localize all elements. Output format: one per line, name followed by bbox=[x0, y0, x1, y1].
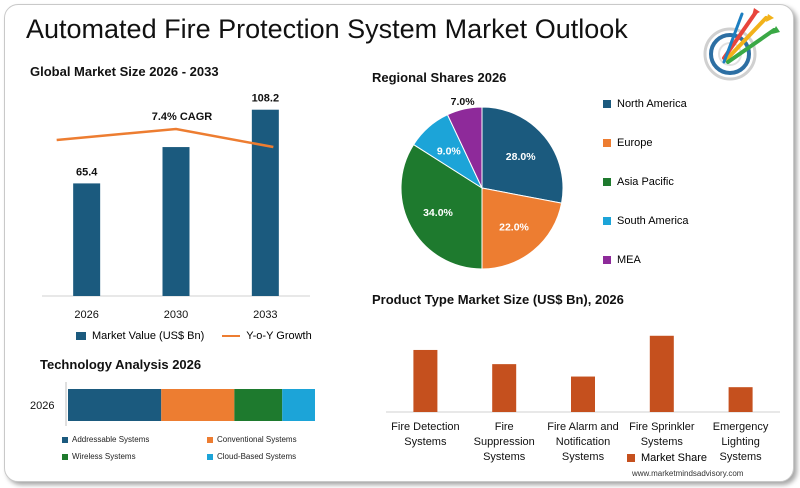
tick-label-line: Emergency bbox=[713, 421, 769, 433]
tick-label-fire-detection-systems: Fire Detection Systems bbox=[391, 421, 459, 448]
tick-label-line: Systems bbox=[562, 451, 605, 463]
legend-item-europe: Europe bbox=[603, 137, 652, 149]
category-label-2026: 2026 bbox=[30, 400, 54, 412]
segment-addressable-systems bbox=[68, 389, 162, 421]
bar-fire-suppression-systems bbox=[492, 364, 517, 412]
brand-logo bbox=[703, 8, 780, 81]
legend-swatch-mea bbox=[603, 256, 611, 264]
legend-item-north-america: North America bbox=[603, 98, 687, 110]
bar-fire-sprinkler-systems bbox=[649, 335, 674, 412]
legend-label-mea: MEA bbox=[617, 254, 641, 266]
technology-title: Technology Analysis 2026 bbox=[40, 357, 202, 372]
tick-label-line: Systems bbox=[641, 436, 684, 448]
tick-label-line: Notification bbox=[556, 436, 610, 448]
tick-label-line: Fire Alarm and bbox=[547, 421, 619, 433]
page-title: Automated Fire Protection System Market … bbox=[26, 14, 628, 44]
product-type-chart: Fire Detection Systems Fire Suppression Syst… bbox=[386, 335, 780, 463]
legend-item-mea: MEA bbox=[603, 254, 641, 266]
bar-2026 bbox=[73, 183, 101, 296]
tick-label-fire-alarm-and-notification-systems: Fire Alarm and Notification Systems bbox=[547, 421, 619, 463]
legend-swatch-asia-pacific bbox=[603, 178, 611, 186]
tick-label-line: Systems bbox=[404, 436, 447, 448]
pie-slice-mea bbox=[446, 106, 483, 189]
legend-label-market-share: Market Share bbox=[641, 452, 708, 464]
legend-item-conventional-systems: Conventional Systems bbox=[207, 435, 297, 444]
legend-swatch-growth bbox=[222, 335, 241, 337]
legend-label-wireless-systems: Wireless Systems bbox=[72, 452, 136, 461]
data-label-2033: 108.2 bbox=[252, 93, 280, 105]
product-legend: Market Share bbox=[627, 452, 707, 464]
tick-label-2026: 2026 bbox=[74, 309, 98, 321]
legend-label-europe: Europe bbox=[617, 137, 653, 149]
tick-label-line: Systems bbox=[483, 451, 526, 463]
legend-swatch-europe bbox=[603, 139, 611, 147]
source-url: www.marketmindsadvisory.com bbox=[632, 469, 744, 478]
legend-label-asia-pacific: Asia Pacific bbox=[617, 176, 674, 188]
legend-swatch-cloud-based-systems bbox=[207, 453, 213, 460]
tick-label-fire-suppression-systems: Fire Suppression Systems bbox=[474, 421, 535, 463]
legend-label-growth: Y-o-Y Growth bbox=[246, 330, 312, 342]
tick-label-line: Fire bbox=[495, 421, 514, 433]
legend-label-north-america: North America bbox=[617, 98, 687, 110]
segment-conventional-systems bbox=[161, 389, 235, 421]
tick-label-line: Fire Sprinkler bbox=[629, 421, 695, 433]
tick-label-line: Suppression bbox=[474, 436, 535, 448]
pie-label-asia-pacific: 34.0% bbox=[423, 207, 453, 219]
legend-item-cloud-based-systems: Cloud-Based Systems bbox=[207, 452, 296, 461]
bar-emergency-lighting-systems bbox=[728, 387, 753, 412]
legend-label-market-value: Market Value (US$ Bn) bbox=[92, 330, 205, 342]
segment-cloud-based-systems bbox=[282, 389, 315, 421]
legend-swatch-wireless-systems bbox=[62, 453, 68, 460]
growth-trend-line bbox=[56, 127, 274, 149]
legend-item-asia-pacific: Asia Pacific bbox=[603, 176, 674, 188]
legend-item-addressable-systems: Addressable Systems bbox=[62, 435, 149, 444]
legend-label-conventional-systems: Conventional Systems bbox=[217, 435, 297, 444]
global-market-chart: 2026 65.4 2030 2033 108.2 7.4% CAGR bbox=[42, 93, 310, 321]
legend-item-wireless-systems: Wireless Systems bbox=[62, 452, 136, 461]
tick-label-emergency-lighting-systems: Emergency Lighting Systems bbox=[713, 421, 769, 463]
tick-label-2033: 2033 bbox=[253, 309, 277, 321]
pie-label-north-america: 28.0% bbox=[506, 151, 536, 163]
tick-label-2030: 2030 bbox=[164, 309, 188, 321]
pie-slice-north-america bbox=[481, 106, 564, 204]
product-type-title: Product Type Market Size (US$ Bn), 2026 bbox=[372, 292, 624, 307]
legend-swatch-north-america bbox=[603, 100, 611, 108]
bar-fire-detection-systems bbox=[413, 349, 438, 412]
bar-2033 bbox=[251, 109, 279, 296]
bar-fire-alarm-and-notification-systems bbox=[571, 376, 595, 412]
cagr-annotation: 7.4% CAGR bbox=[152, 111, 213, 123]
bar-2030 bbox=[162, 147, 190, 296]
technology-stacked-bar: 2026 bbox=[30, 382, 315, 426]
legend-swatch-market-value bbox=[76, 332, 86, 340]
pie-label-south-america: 9.0% bbox=[437, 145, 462, 157]
legend-item-south-america: South America bbox=[603, 215, 689, 227]
legend-swatch-conventional-systems bbox=[207, 436, 213, 443]
pie-label-europe: 22.0% bbox=[499, 222, 529, 234]
legend-swatch-south-america bbox=[603, 217, 611, 225]
tick-label-line: Lighting bbox=[721, 436, 760, 448]
global-legend: Market Value (US$ Bn) Y-o-Y Growth bbox=[76, 330, 312, 342]
pie-label-mea: 7.0% bbox=[451, 96, 476, 108]
tick-label-line: Fire Detection bbox=[391, 421, 459, 433]
global-market-title: Global Market Size 2026 - 2033 bbox=[30, 64, 219, 79]
segment-wireless-systems bbox=[234, 389, 283, 421]
legend-swatch-market-share bbox=[627, 454, 635, 462]
regional-shares-title: Regional Shares 2026 bbox=[372, 70, 507, 85]
tick-label-fire-sprinkler-systems: Fire Sprinkler Systems bbox=[629, 421, 695, 448]
legend-label-cloud-based-systems: Cloud-Based Systems bbox=[217, 452, 297, 461]
legend-swatch-addressable-systems bbox=[62, 436, 68, 443]
pie-slice-europe bbox=[481, 187, 563, 270]
legend-label-addressable-systems: Addressable Systems bbox=[72, 435, 150, 444]
legend-label-south-america: South America bbox=[617, 215, 689, 227]
regional-pie-chart: 28.0% 22.0% 34.0% 9.0% 7.0% bbox=[400, 96, 564, 270]
data-label-2026: 65.4 bbox=[76, 166, 98, 178]
tick-label-line: Systems bbox=[720, 451, 763, 463]
